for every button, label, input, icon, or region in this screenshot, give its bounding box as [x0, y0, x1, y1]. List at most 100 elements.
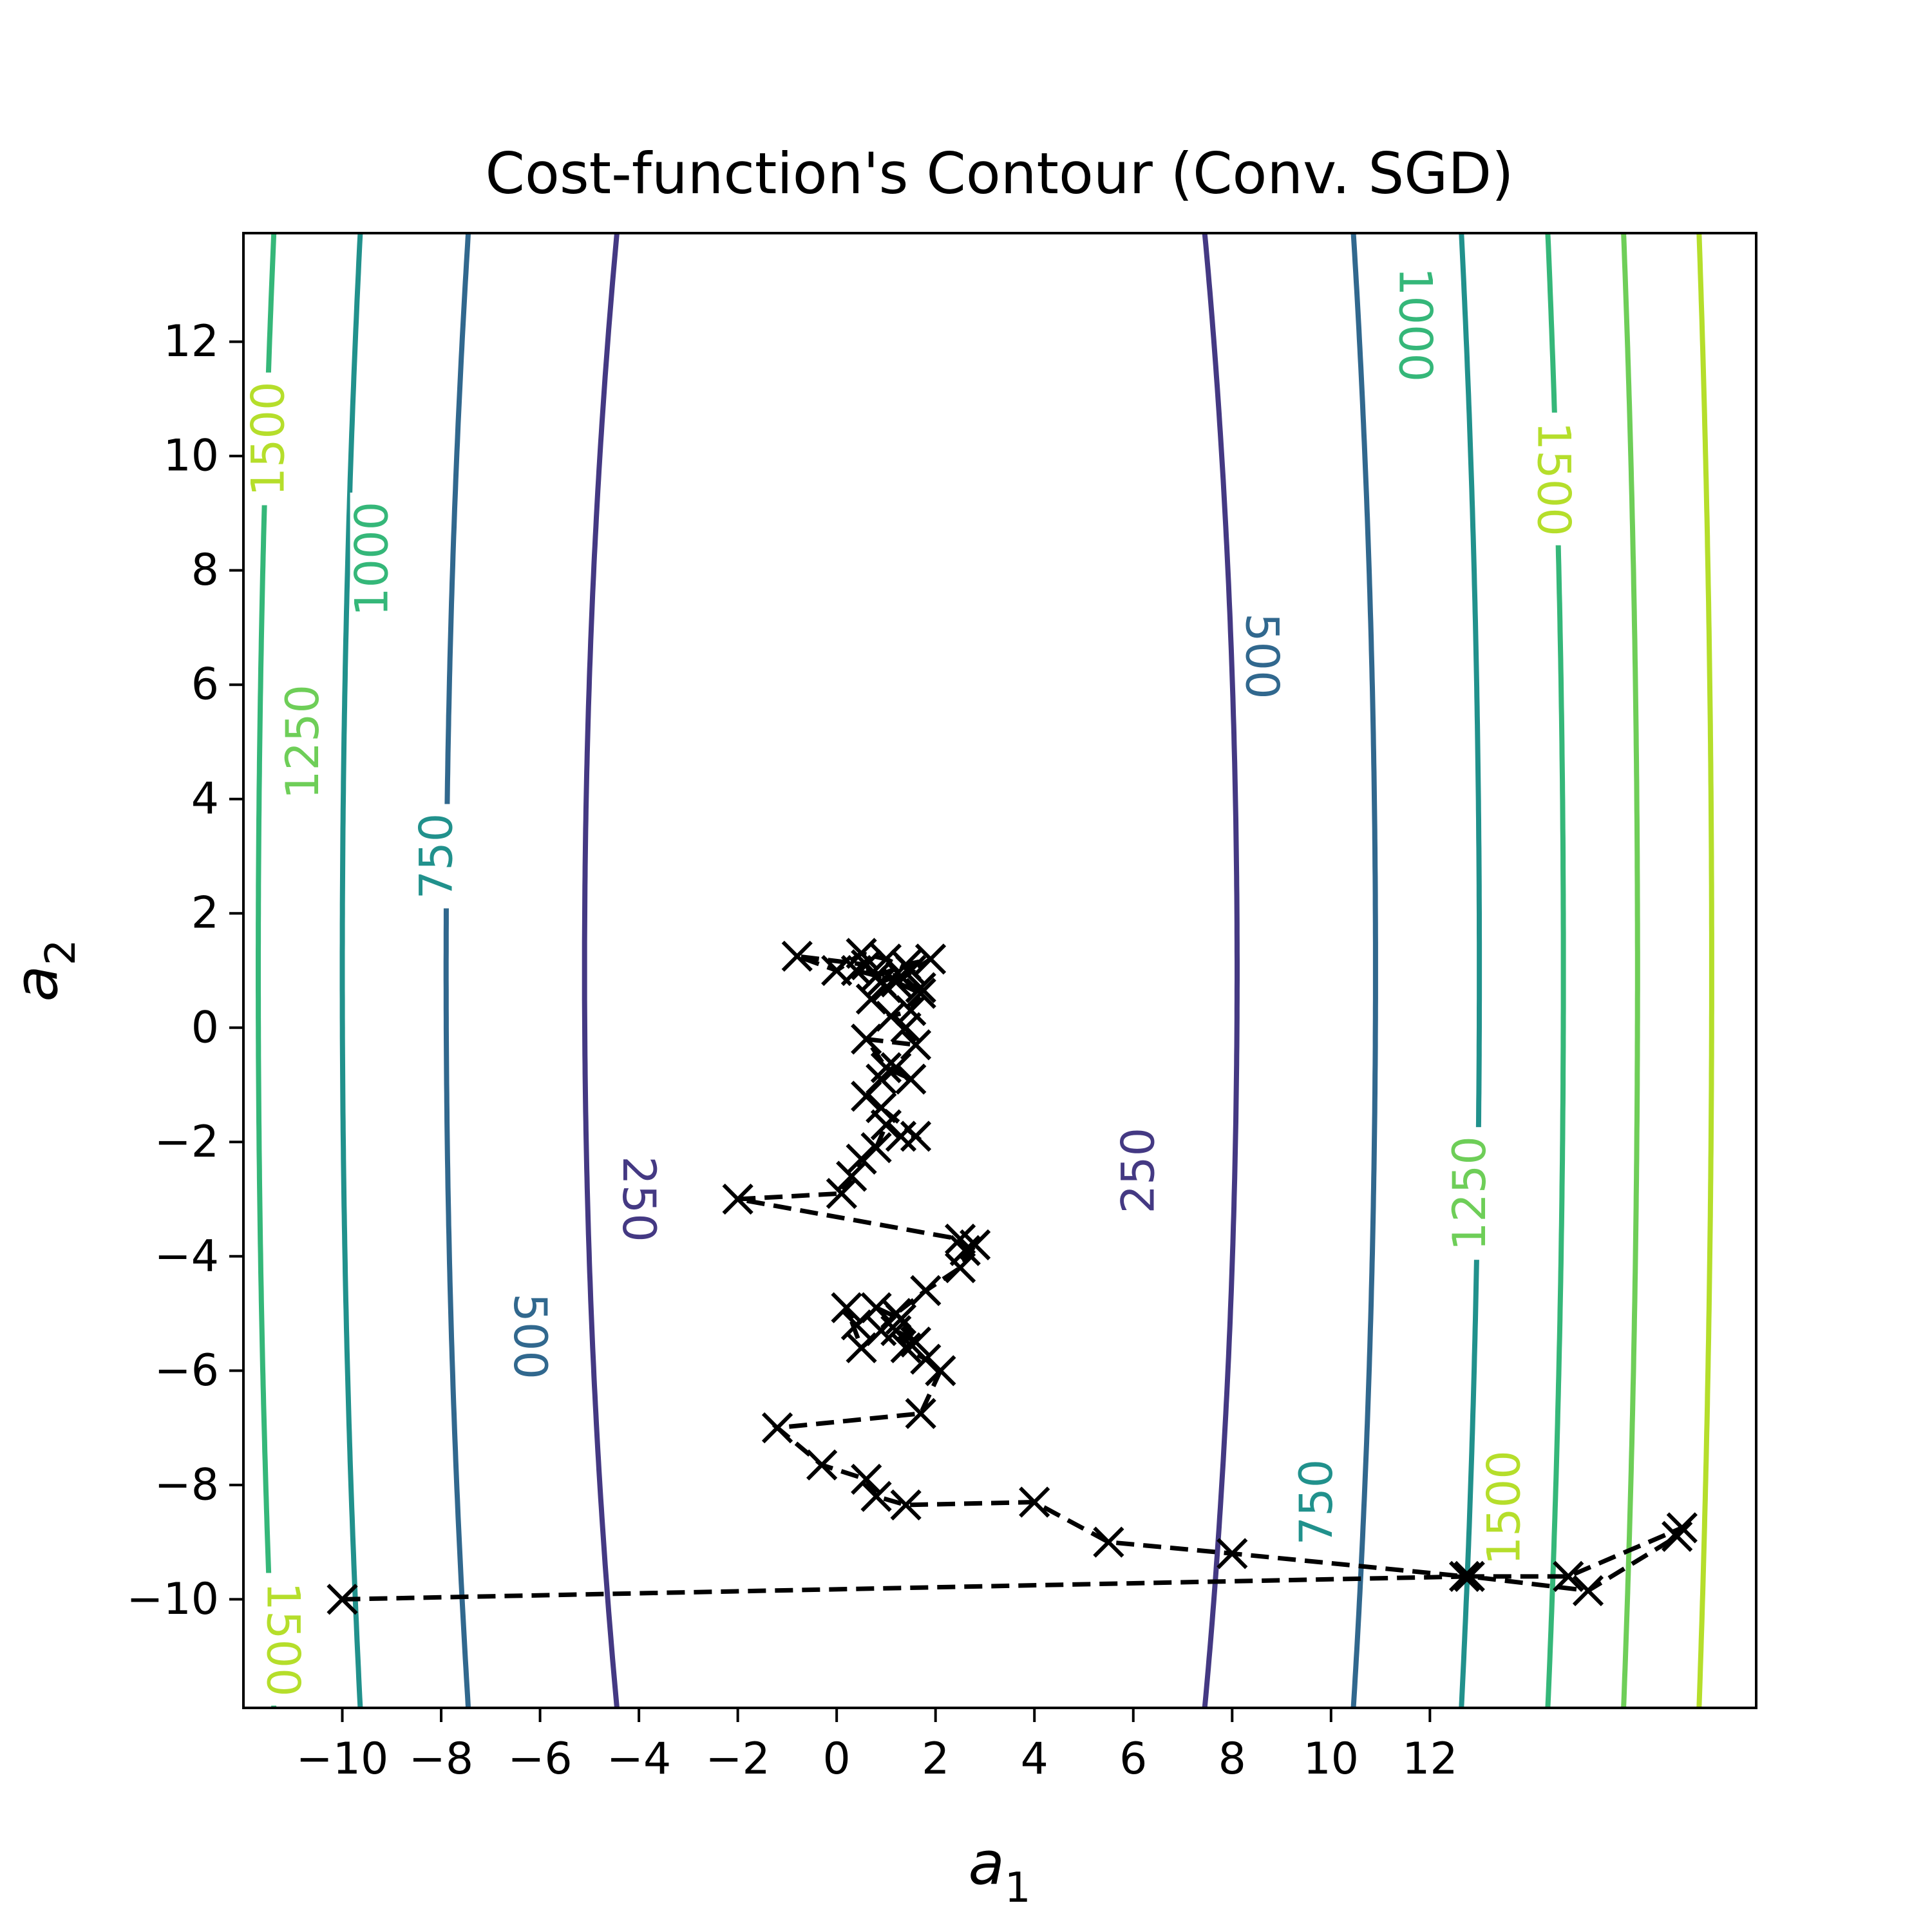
x-tick-label: 8 — [1218, 1734, 1246, 1785]
contour-label-1500: 1500 — [1527, 422, 1580, 536]
x-tick-label: −8 — [409, 1734, 473, 1785]
x-tick-label: 6 — [1119, 1734, 1147, 1785]
sgd-point-marker — [851, 1023, 882, 1055]
y-tick-label: −8 — [155, 1459, 219, 1510]
contour-lines — [110, 216, 1714, 1725]
x-axis: −10 −8 −6 −4 −2 0 2 4 6 8 10 12 — [296, 1708, 1458, 1785]
contour-250-left — [582, 233, 620, 1708]
sgd-point-marker — [890, 1489, 922, 1521]
contour-label-250: 250 — [612, 1156, 665, 1242]
contour-750-right — [1459, 233, 1482, 1708]
contour-1500-left — [110, 216, 124, 1725]
sgd-point-marker — [826, 1178, 857, 1209]
sgd-point-marker — [860, 1132, 892, 1164]
y-axis-label: a2 — [2, 939, 85, 1001]
sgd-point-marker — [900, 1326, 932, 1358]
sgd-point-marker — [1448, 1560, 1481, 1592]
sgd-point-marker — [1093, 1526, 1124, 1558]
sgd-point-marker — [910, 1274, 942, 1307]
contour-label-gap — [281, 676, 325, 808]
y-tick-label: −10 — [126, 1574, 219, 1625]
sgd-point-marker — [1553, 1560, 1584, 1592]
x-tick-label: −6 — [507, 1734, 572, 1785]
contour-750-left — [339, 233, 363, 1708]
contour-1500-right — [1696, 233, 1714, 1708]
x-tick-label: 10 — [1303, 1734, 1359, 1785]
y-tick-label: 8 — [191, 545, 219, 596]
y-axis: −10 −8 −6 −4 −2 0 2 4 6 8 10 12 — [126, 316, 243, 1625]
sgd-point-marker — [944, 1224, 976, 1255]
contour-label-gap — [1531, 412, 1576, 545]
sgd-point-marker — [905, 1397, 936, 1430]
sgd-point-marker — [860, 1481, 892, 1512]
sgd-point-marker — [1019, 1486, 1050, 1518]
contour-label-1500: 1500 — [256, 1582, 309, 1696]
contour-label-1250: 1250 — [276, 685, 329, 799]
sgd-point-marker — [880, 1298, 912, 1329]
y-tick-label: −4 — [155, 1231, 219, 1282]
x-tick-label: −2 — [706, 1734, 770, 1785]
sgd-point-marker — [831, 1292, 862, 1323]
y-tick-label: 4 — [191, 773, 219, 824]
contour-label-750: 750 — [410, 813, 462, 900]
contour-label-gap — [350, 492, 394, 625]
sgd-point-marker — [836, 1160, 867, 1192]
sgd-point-marker — [846, 938, 877, 969]
sgd-point-marker — [870, 1109, 902, 1141]
plot-area-frame — [242, 232, 1757, 1709]
sgd-point-marker — [900, 1029, 932, 1061]
contour-label-gap — [1294, 1450, 1338, 1555]
contour-label-gap — [1482, 1441, 1526, 1575]
sgd-point-marker — [1662, 1520, 1693, 1552]
contour-label-1000: 1000 — [1388, 267, 1441, 382]
contour-label-gap — [1116, 1118, 1160, 1223]
contour-label-500: 500 — [504, 1293, 556, 1379]
sgd-point-marker — [1454, 1560, 1485, 1592]
y-tick-label: 2 — [191, 888, 219, 939]
contour-label-gap — [1240, 603, 1284, 708]
sgd-point-marker — [327, 1584, 358, 1615]
sgd-point-marker — [895, 954, 927, 987]
x-tick-label: 2 — [922, 1734, 949, 1785]
sgd-point-marker — [806, 1449, 838, 1481]
sgd-point-marker — [866, 1092, 897, 1124]
sgd-point-marker — [895, 1063, 927, 1095]
sgd-point-marker — [885, 960, 917, 992]
x-axis-label-subscript: 1 — [1005, 1864, 1031, 1912]
x-tick-label: −10 — [296, 1734, 389, 1785]
sgd-point-marker — [944, 1252, 976, 1283]
contour-label-gap — [1393, 258, 1437, 391]
contour-label-750: 750 — [1290, 1459, 1343, 1546]
contour-label-gap — [1447, 1127, 1492, 1260]
sgd-point-marker — [870, 1052, 902, 1084]
sgd-point-marker — [910, 1343, 942, 1375]
contour-label-gap — [414, 804, 459, 909]
y-tick-label: 12 — [163, 316, 219, 367]
contour-label-gap — [617, 1147, 661, 1251]
sgd-point-marker — [840, 954, 873, 987]
sgd-point-marker — [925, 1355, 956, 1387]
sgd-point-marker — [890, 1332, 922, 1363]
sgd-point-marker — [900, 1121, 932, 1152]
sgd-point-marker — [880, 1052, 912, 1084]
x-tick-label: 0 — [823, 1734, 851, 1785]
sgd-point-marker — [781, 940, 813, 972]
contour-500-right — [1350, 233, 1378, 1708]
contour-label-gap — [246, 372, 290, 506]
chart-title: Cost-function's Contour (Conv. SGD) — [486, 140, 1514, 207]
sgd-point-marker — [914, 943, 947, 975]
sgd-point-marker — [722, 1183, 753, 1215]
x-tick-label: 12 — [1402, 1734, 1458, 1785]
x-tick-label: 4 — [1021, 1734, 1048, 1785]
sgd-path — [327, 938, 1698, 1615]
contour-label-gap — [261, 1573, 305, 1706]
contour-label-1500: 1500 — [1478, 1450, 1531, 1565]
sgd-point-marker — [1666, 1512, 1698, 1544]
sgd-point-marker — [866, 966, 897, 998]
contour-label-1250: 1250 — [1443, 1136, 1496, 1251]
contour-500-left — [443, 233, 471, 1708]
sgd-point-marker — [846, 1143, 877, 1175]
sgd-point-marker — [761, 1412, 793, 1444]
contour-label-250: 250 — [1112, 1128, 1164, 1214]
